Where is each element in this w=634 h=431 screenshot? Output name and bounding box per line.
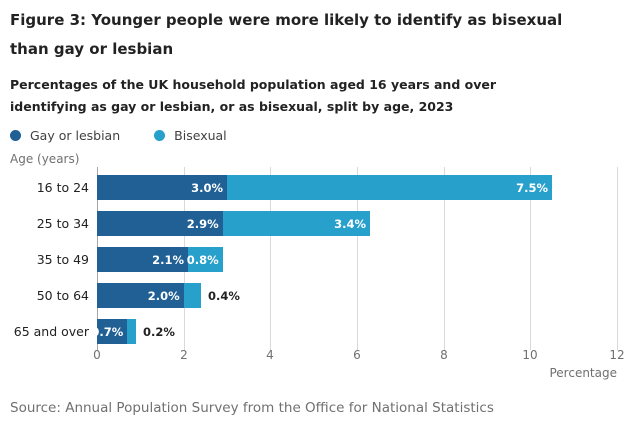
bar-track: 2.0% 0.4%	[97, 283, 617, 308]
bar-segment-bisexual: 0.8%	[186, 247, 223, 272]
category-label: 16 to 24	[36, 180, 89, 195]
figure-subtitle-line-1: Percentages of the UK household populati…	[10, 77, 496, 92]
x-tick-label: 0	[93, 348, 101, 362]
figure-subtitle: Percentages of the UK household populati…	[10, 74, 624, 118]
source-note: Source: Annual Population Survey from th…	[10, 400, 494, 416]
legend-item-bisexual: Bisexual	[154, 128, 227, 143]
figure-title-line-1: Figure 3: Younger people were more likel…	[10, 11, 563, 29]
x-tick-label: 2	[180, 348, 188, 362]
bar-segment-bisexual: 7.5%	[227, 175, 552, 200]
figure-subtitle-line-2: identifying as gay or lesbian, or as bis…	[10, 99, 454, 114]
bar-value-label: 2.0%	[147, 288, 180, 303]
x-tick-label: 4	[266, 348, 274, 362]
legend: Gay or lesbian Bisexual	[10, 128, 624, 143]
x-tick-label: 8	[440, 348, 448, 362]
figure-title-line-2: than gay or lesbian	[10, 40, 174, 58]
gridline	[617, 167, 618, 350]
bar-track: 0.7% 0.2%	[91, 319, 617, 344]
bar-chart: 16 to 24 3.0% 7.5% 25 to 34 2.9% 3.4% 35 to 49…	[10, 167, 625, 380]
bar-rows: 16 to 24 3.0% 7.5% 25 to 34 2.9% 3.4% 35 to 49…	[10, 175, 617, 344]
category-label: 35 to 49	[36, 252, 89, 267]
category-label: 50 to 64	[36, 288, 89, 303]
bar-value-label: 7.5%	[516, 180, 548, 195]
bar-segment-gay-or-lesbian: 3.0%	[97, 175, 227, 200]
x-axis-ticks: 0 2 4 6 8 10 12	[93, 348, 624, 364]
bar-row-65-and-over: 65 and over 0.7% 0.2%	[10, 319, 617, 344]
bar-value-label: 2.9%	[186, 216, 219, 231]
legend-swatch-icon	[10, 130, 21, 141]
bar-value-label: 3.0%	[191, 180, 223, 195]
x-tick-label: 10	[522, 348, 538, 362]
figure-title: Figure 3: Younger people were more likel…	[10, 6, 624, 64]
bar-segment-bisexual	[183, 283, 201, 308]
bar-segment-gay-or-lesbian: 2.1%	[97, 247, 188, 272]
bar-value-label: 3.4%	[334, 216, 366, 231]
x-axis-title: Percentage	[549, 366, 617, 380]
bar-segment-bisexual: 3.4%	[222, 211, 370, 236]
bar-row-50-to-64: 50 to 64 2.0% 0.4%	[10, 283, 617, 308]
bar-segment-gay-or-lesbian: 2.0%	[97, 283, 184, 308]
gridline	[530, 167, 531, 350]
bar-segment-gay-or-lesbian: 0.7%	[91, 319, 128, 344]
bar-track: 2.1% 0.8%	[97, 247, 617, 272]
category-label: 65 and over	[13, 324, 89, 339]
bar-value-label: 0.4%	[208, 288, 240, 303]
bar-row-16-to-24: 16 to 24 3.0% 7.5%	[10, 175, 617, 200]
bar-value-label: 0.2%	[143, 324, 175, 339]
bar-value-label: 0.7%	[91, 324, 124, 339]
category-label: 25 to 34	[36, 216, 89, 231]
bar-row-35-to-49: 35 to 49 2.1% 0.8%	[10, 247, 617, 272]
y-axis-title: Age (years)	[10, 152, 80, 166]
bar-track: 3.0% 7.5%	[97, 175, 617, 200]
gridline	[357, 167, 358, 350]
bar-value-label: 2.1%	[152, 252, 184, 267]
legend-item-gay-or-lesbian: Gay or lesbian	[10, 128, 120, 143]
bar-row-25-to-34: 25 to 34 2.9% 3.4%	[10, 211, 617, 236]
gridline	[444, 167, 445, 350]
x-tick-label: 6	[353, 348, 361, 362]
legend-swatch-icon	[154, 130, 166, 141]
legend-label: Bisexual	[174, 128, 227, 143]
legend-label: Gay or lesbian	[30, 128, 121, 143]
bar-track: 2.9% 3.4%	[97, 211, 617, 236]
gridline	[270, 167, 271, 350]
bar-segment-bisexual	[127, 319, 136, 344]
bar-segment-gay-or-lesbian: 2.9%	[97, 211, 223, 236]
x-tick-label: 12	[609, 348, 625, 362]
bar-value-label: 0.8%	[186, 252, 219, 267]
